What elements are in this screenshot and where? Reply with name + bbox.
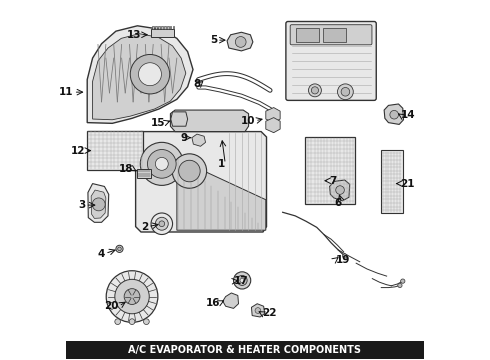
Circle shape [401,279,405,283]
FancyBboxPatch shape [286,22,376,100]
Circle shape [179,160,200,182]
Text: A/C EVAPORATOR & HEATER COMPONENTS: A/C EVAPORATOR & HEATER COMPONENTS [128,345,362,355]
Bar [164,26,166,30]
Bar [152,26,154,30]
Text: 12: 12 [71,145,85,156]
Bar [137,169,151,178]
Polygon shape [177,158,266,230]
Bar [296,28,319,41]
Text: 7: 7 [329,176,337,186]
Bar [381,150,403,213]
Circle shape [140,142,183,185]
Polygon shape [93,34,186,120]
Text: 9: 9 [180,133,188,143]
Polygon shape [171,112,188,126]
Polygon shape [266,108,280,123]
Text: 8: 8 [193,79,200,89]
Polygon shape [87,26,193,123]
Circle shape [116,245,123,252]
Circle shape [240,278,245,283]
Circle shape [118,247,122,251]
Circle shape [234,272,251,289]
Polygon shape [91,190,106,219]
Bar [172,26,174,30]
Circle shape [115,319,121,324]
Bar [87,131,143,170]
Circle shape [159,221,165,226]
Text: 20: 20 [104,301,119,311]
Bar [155,26,157,30]
Circle shape [92,198,105,211]
Circle shape [144,319,149,324]
Text: 6: 6 [335,198,342,208]
Text: 22: 22 [262,309,277,318]
Text: 11: 11 [59,87,74,97]
Text: 4: 4 [98,248,105,258]
Polygon shape [227,32,253,51]
Polygon shape [266,118,280,133]
Polygon shape [251,304,265,317]
Circle shape [311,87,318,94]
Bar [170,26,172,30]
Circle shape [147,149,176,178]
Circle shape [235,37,246,47]
Bar [167,26,169,30]
Bar [305,137,355,204]
Polygon shape [136,132,267,232]
Circle shape [309,84,321,97]
Text: 18: 18 [119,164,133,174]
Polygon shape [171,110,248,132]
Polygon shape [88,184,109,222]
Text: 17: 17 [234,276,248,286]
Circle shape [151,213,172,234]
Circle shape [338,84,353,100]
Polygon shape [330,180,350,201]
Bar [323,28,346,41]
Bar [151,29,174,37]
Circle shape [255,308,261,314]
Text: 2: 2 [141,222,148,231]
Circle shape [341,87,350,96]
Text: 3: 3 [78,200,85,210]
Text: 16: 16 [205,298,220,308]
Circle shape [124,289,140,305]
Circle shape [237,275,247,285]
Circle shape [155,157,168,170]
Bar [161,26,163,30]
Text: 19: 19 [335,255,350,265]
Bar [66,341,424,359]
Circle shape [155,217,168,230]
Circle shape [106,271,158,322]
Text: 10: 10 [241,116,255,126]
Text: 5: 5 [210,35,217,45]
Circle shape [398,283,402,288]
Circle shape [172,154,207,188]
Bar [158,26,160,30]
Polygon shape [192,134,205,146]
Circle shape [139,63,161,86]
Polygon shape [384,104,403,125]
Circle shape [336,186,344,194]
Circle shape [343,254,347,258]
FancyBboxPatch shape [290,25,372,45]
Circle shape [129,319,135,324]
Text: 14: 14 [401,111,416,121]
Polygon shape [223,293,239,309]
Circle shape [115,279,149,314]
Text: 1: 1 [218,159,225,169]
Text: 21: 21 [400,179,415,189]
Text: 13: 13 [126,30,141,40]
Text: 15: 15 [151,118,166,128]
Circle shape [390,111,398,119]
Circle shape [130,54,170,94]
